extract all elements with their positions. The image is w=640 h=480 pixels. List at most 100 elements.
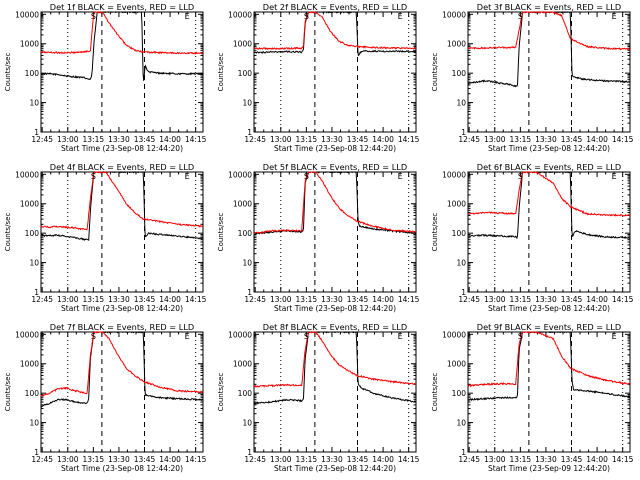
x-tick-label: 13:00 bbox=[57, 455, 79, 464]
y-tick-label: 10 bbox=[242, 419, 252, 428]
y-tick-label: 1000 bbox=[447, 360, 466, 369]
marker-annotation: S bbox=[91, 172, 96, 181]
marker-annotation: E bbox=[185, 332, 190, 341]
series-line-lld bbox=[467, 331, 630, 388]
x-tick-label: 13:00 bbox=[270, 295, 292, 304]
x-tick-label: 13:45 bbox=[561, 295, 583, 304]
x-tick-label: 13:15 bbox=[510, 135, 532, 144]
series-line-events bbox=[40, 331, 203, 408]
series-line-events bbox=[253, 11, 417, 57]
x-tick-label: 13:45 bbox=[134, 135, 156, 144]
chart-title: Det 6f BLACK = Events, RED = LLD bbox=[477, 162, 621, 172]
x-tick-label: 14:15 bbox=[398, 295, 420, 304]
plot-frame bbox=[40, 331, 204, 453]
y-tick-label: 10 bbox=[29, 419, 39, 428]
chart-panel-8: Det 8f BLACK = Events, RED = LLD 1 10 100 10… bbox=[217, 322, 420, 473]
x-tick-label: 13:45 bbox=[347, 295, 369, 304]
x-tick-label: 12:45 bbox=[31, 295, 53, 304]
y-tick-label: 10000 bbox=[15, 10, 39, 19]
x-axis-label: Start Time (23-Sep-08 12:44:20) bbox=[274, 144, 396, 153]
x-tick-label: 13:45 bbox=[347, 135, 369, 144]
y-tick-label: 1000 bbox=[447, 40, 466, 49]
y-tick-label: 100 bbox=[238, 229, 253, 238]
x-axis-label: Start Time (23-Sep-08 12:44:20) bbox=[488, 304, 610, 313]
y-axis-label: Counts/sec bbox=[431, 53, 439, 92]
x-tick-label: 12:45 bbox=[458, 455, 480, 464]
x-tick-label: 13:30 bbox=[108, 455, 130, 464]
y-tick-label: 10000 bbox=[228, 10, 252, 19]
x-tick-label: 13:45 bbox=[134, 295, 156, 304]
y-tick-label: 10000 bbox=[15, 330, 39, 339]
y-tick-label: 10 bbox=[29, 259, 39, 268]
y-tick-label: 100 bbox=[25, 229, 40, 238]
y-tick-label: 1 bbox=[34, 128, 39, 137]
y-axis-label: Counts/sec bbox=[431, 373, 439, 412]
y-tick-label: 1000 bbox=[447, 200, 466, 209]
x-tick-label: 13:45 bbox=[347, 455, 369, 464]
x-tick-label: 13:45 bbox=[561, 455, 583, 464]
x-tick-label: 13:00 bbox=[484, 295, 506, 304]
x-tick-label: 13:30 bbox=[321, 135, 343, 144]
y-tick-label: 10000 bbox=[228, 330, 252, 339]
y-tick-label: 1 bbox=[34, 448, 39, 457]
x-tick-label: 13:30 bbox=[108, 135, 130, 144]
marker-annotation: S bbox=[304, 172, 309, 181]
y-tick-label: 1 bbox=[247, 288, 252, 297]
chart-title: Det 8f BLACK = Events, RED = LLD bbox=[263, 322, 407, 332]
x-tick-label: 12:45 bbox=[244, 135, 266, 144]
plot-frame bbox=[40, 11, 204, 133]
y-tick-label: 100 bbox=[238, 389, 253, 398]
series-line-events bbox=[40, 171, 203, 241]
x-tick-label: 14:00 bbox=[372, 135, 394, 144]
marker-annotation: S bbox=[518, 332, 523, 341]
x-tick-label: 13:30 bbox=[321, 455, 343, 464]
chart-title: Det 3f BLACK = Events, RED = LLD bbox=[477, 2, 621, 12]
series-line-lld bbox=[467, 171, 630, 217]
y-tick-label: 10 bbox=[456, 419, 466, 428]
x-tick-label: 14:00 bbox=[586, 135, 608, 144]
x-axis-label: Start Time (23-Sep-08 12:44:20) bbox=[61, 144, 183, 153]
y-tick-label: 1000 bbox=[20, 40, 39, 49]
marker-annotation: E bbox=[612, 332, 617, 341]
y-tick-label: 10 bbox=[29, 99, 39, 108]
y-tick-label: 10 bbox=[242, 259, 252, 268]
plot-frame bbox=[467, 11, 631, 133]
x-tick-label: 13:00 bbox=[484, 135, 506, 144]
x-tick-label: 13:15 bbox=[83, 135, 105, 144]
y-tick-label: 10 bbox=[456, 99, 466, 108]
y-axis-label: Counts/sec bbox=[4, 373, 12, 412]
y-tick-label: 10 bbox=[242, 99, 252, 108]
y-tick-label: 1000 bbox=[233, 360, 252, 369]
chart-panel-2: Det 2f BLACK = Events, RED = LLD 1 10 100 10… bbox=[217, 2, 420, 153]
marker-annotation: E bbox=[398, 172, 403, 181]
marker-annotation: S bbox=[518, 172, 523, 181]
x-axis-label: Start Time (23-Sep-08 12:44:20) bbox=[61, 464, 183, 473]
y-tick-label: 100 bbox=[238, 69, 253, 78]
x-tick-label: 13:00 bbox=[57, 295, 79, 304]
y-axis-label: Counts/sec bbox=[217, 53, 225, 92]
chart-panel-4: Det 4f BLACK = Events, RED = LLD 1 10 100 10… bbox=[4, 162, 207, 313]
series-line-lld bbox=[253, 331, 416, 388]
x-tick-label: 14:00 bbox=[159, 135, 181, 144]
marker-annotation: S bbox=[518, 12, 523, 21]
chart-title: Det 7f BLACK = Events, RED = LLD bbox=[50, 322, 194, 332]
marker-annotation: S bbox=[91, 332, 96, 341]
y-tick-label: 10000 bbox=[15, 170, 39, 179]
series-line-events bbox=[467, 11, 631, 88]
x-tick-label: 14:15 bbox=[612, 135, 634, 144]
y-tick-label: 100 bbox=[25, 69, 40, 78]
y-tick-label: 1 bbox=[461, 448, 466, 457]
x-tick-label: 14:00 bbox=[159, 295, 181, 304]
y-tick-label: 1000 bbox=[233, 40, 252, 49]
marker-annotation: E bbox=[612, 172, 617, 181]
series-line-lld bbox=[40, 330, 204, 397]
series-line-lld bbox=[253, 171, 416, 235]
y-tick-label: 10 bbox=[456, 259, 466, 268]
y-tick-label: 10000 bbox=[228, 170, 252, 179]
x-tick-label: 13:30 bbox=[321, 295, 343, 304]
y-tick-label: 1 bbox=[247, 128, 252, 137]
chart-panel-1: Det 1f BLACK = Events, RED = LLD 1 10 100 10… bbox=[4, 2, 207, 153]
x-tick-label: 13:00 bbox=[270, 135, 292, 144]
chart-title: Det 5f BLACK = Events, RED = LLD bbox=[263, 162, 407, 172]
